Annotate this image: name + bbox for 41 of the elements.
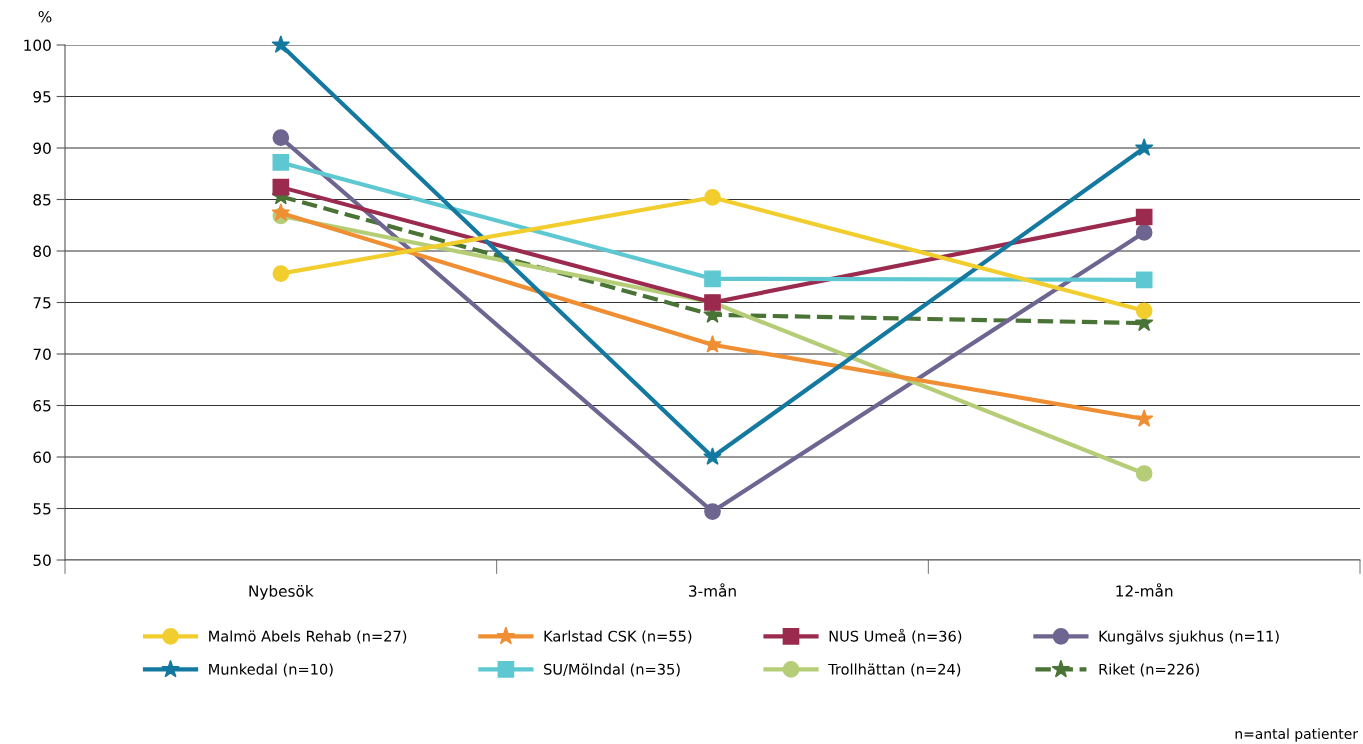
y-tick-label: 70 (33, 348, 51, 361)
y-tick-label: 80 (33, 245, 51, 258)
y-tick-label: 75 (33, 297, 51, 309)
legend-label: Malmö Abels Rehab (n=27) (209, 630, 407, 644)
point (272, 129, 290, 147)
x-tick-label: Nybesök (249, 585, 314, 600)
legend-label: Karlstad CSK (n=55) (544, 630, 692, 644)
legend-label: Trollhättan (n=24) (828, 663, 961, 677)
point (271, 35, 291, 53)
point (704, 189, 721, 206)
y-axis-title: % (38, 10, 52, 23)
x-tick-label: 3-mån (689, 583, 736, 597)
y-tick-label: 100 (24, 39, 51, 52)
text: n=antal patienter (1235, 728, 1358, 742)
y-tick-label: 95 (33, 90, 51, 103)
legend-label: Kungälvs sjukhus (n=11) (1099, 630, 1279, 645)
point (704, 503, 721, 520)
point (272, 154, 290, 171)
point (1135, 208, 1153, 226)
point (1135, 224, 1153, 241)
x-tick-label: 12-mån (1116, 583, 1173, 597)
legend-label: Riket (n=226) (1099, 663, 1199, 677)
point (1135, 302, 1153, 320)
point (703, 447, 722, 465)
y-tick-label: 90 (33, 142, 51, 155)
y-tick-label: 55 (33, 503, 51, 515)
legend-label: Munkedal (n=10) (209, 663, 333, 677)
point (1135, 271, 1153, 289)
point (1135, 465, 1153, 482)
point (272, 178, 290, 196)
point (271, 203, 291, 221)
y-tick-label: 65 (33, 399, 51, 412)
y-tick-label: 50 (33, 554, 51, 567)
y-tick-label: 60 (33, 451, 51, 464)
point (272, 265, 290, 282)
y-tick-label: 85 (33, 193, 51, 206)
legend-label: SU/Mölndal (n=35) (544, 663, 680, 677)
point (704, 270, 721, 288)
point (1134, 138, 1154, 156)
legend-label: NUS Umeå (n=36) (829, 628, 962, 644)
point (1134, 409, 1154, 427)
